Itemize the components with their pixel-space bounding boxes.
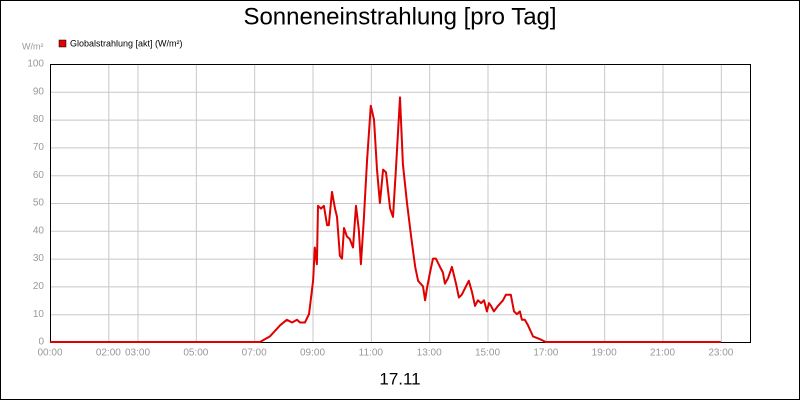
y-tick-label: 30 — [33, 253, 45, 264]
y-tick-label: 60 — [33, 170, 45, 181]
y-tick-label: 20 — [33, 281, 45, 292]
x-axis-label: 17.11 — [379, 369, 420, 388]
plot-frame — [50, 64, 751, 343]
x-tick-label: 07:00 — [242, 348, 267, 359]
y-tick-label: 100 — [27, 59, 44, 70]
legend-swatch — [58, 39, 67, 48]
x-tick-label: 19:00 — [592, 348, 617, 359]
y-unit: W/m² — [22, 41, 44, 51]
x-tick-label: 02:00 — [96, 348, 121, 359]
x-tick-label: 23:00 — [708, 348, 733, 359]
chart-title: Sonneneinstrahlung [pro Tag] — [243, 3, 556, 30]
x-tick-label: 09:00 — [300, 348, 325, 359]
x-tick-label: 11:00 — [359, 348, 384, 359]
x-tick-label: 03:00 — [125, 348, 150, 359]
legend-label: Globalstrahlung [akt] (W/m²) — [70, 38, 183, 48]
x-tick-label: 00:00 — [37, 348, 62, 359]
y-tick-label: 0 — [38, 337, 44, 348]
data-line — [50, 96, 721, 343]
y-tick-label: 10 — [33, 309, 45, 320]
y-tick-label: 50 — [33, 198, 45, 209]
x-tick-label: 17:00 — [533, 348, 558, 359]
x-tick-label: 15:00 — [475, 348, 500, 359]
x-tick-label: 13:00 — [417, 348, 442, 359]
y-tick-label: 40 — [33, 225, 45, 236]
y-tick-label: 80 — [33, 114, 45, 125]
x-tick-label: 21:00 — [650, 348, 675, 359]
x-tick-label: 05:00 — [183, 348, 208, 359]
y-tick-label: 90 — [33, 86, 45, 97]
y-tick-label: 70 — [33, 142, 45, 153]
